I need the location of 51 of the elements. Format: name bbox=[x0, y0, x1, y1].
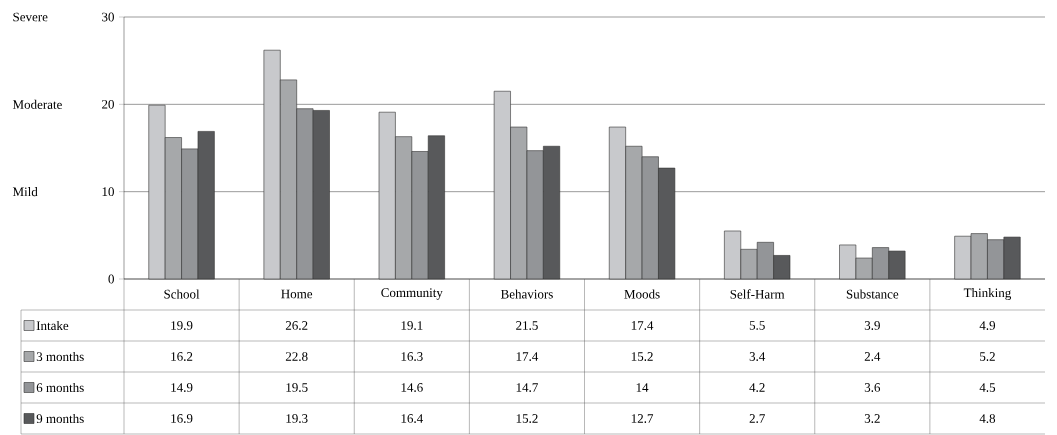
data-label: 22.8 bbox=[285, 352, 308, 361]
data-label: 3.2 bbox=[864, 414, 880, 423]
x-tick-label: Moods bbox=[624, 289, 660, 299]
data-label: 19.1 bbox=[401, 321, 423, 330]
data-label: 19.5 bbox=[286, 383, 308, 392]
text: Mild bbox=[12, 187, 38, 197]
y-tick-label: 0 bbox=[108, 274, 114, 284]
data-label: 26.2 bbox=[285, 321, 308, 330]
y-tick-label: 20 bbox=[102, 99, 114, 109]
data-label: 4.8 bbox=[979, 414, 996, 423]
data-label: 16.9 bbox=[171, 414, 193, 423]
data-label: 15.2 bbox=[631, 352, 653, 361]
y-tick-label: 30 bbox=[102, 12, 114, 22]
legend-label: 3 months bbox=[36, 351, 84, 362]
data-label: 5.2 bbox=[980, 352, 995, 361]
data-label: 3.9 bbox=[864, 321, 880, 330]
data-label: 4.9 bbox=[979, 321, 996, 330]
data-label: 4.5 bbox=[979, 383, 996, 392]
x-tick-label: Substance bbox=[846, 289, 899, 299]
data-label: 14.9 bbox=[171, 383, 193, 392]
data-label: 3.4 bbox=[749, 352, 766, 361]
data-label: 19.9 bbox=[171, 321, 193, 330]
data-label: 2.4 bbox=[864, 352, 881, 361]
data-label: 17.4 bbox=[516, 352, 539, 361]
y-tick-label: 10 bbox=[102, 187, 114, 197]
text: Moderate bbox=[12, 99, 62, 109]
legend-label: 9 months bbox=[36, 413, 84, 424]
legend-label: Intake bbox=[36, 320, 69, 331]
data-label: 5.5 bbox=[749, 321, 765, 330]
data-label: 12.7 bbox=[631, 414, 654, 423]
data-label: 16.3 bbox=[401, 352, 423, 361]
data-label: 14.6 bbox=[401, 383, 423, 392]
data-label: 14.7 bbox=[516, 383, 538, 392]
data-label: 16.4 bbox=[401, 414, 423, 423]
data-label: 15.2 bbox=[516, 414, 538, 423]
data-label: 19.3 bbox=[286, 414, 308, 423]
text: Severe bbox=[13, 12, 48, 22]
x-tick-label: Thinking bbox=[963, 288, 1012, 300]
data-label: 16.2 bbox=[171, 352, 193, 361]
x-tick-label: Community bbox=[381, 288, 443, 300]
x-tick-label: Home bbox=[281, 289, 313, 299]
data-label: 17.4 bbox=[631, 321, 654, 330]
data-label: 21.5 bbox=[516, 321, 538, 330]
legend-label: 6 months bbox=[36, 382, 84, 393]
x-tick-label: Self-Harm bbox=[730, 289, 785, 299]
x-tick-label: School bbox=[164, 289, 200, 299]
data-label: 2.7 bbox=[749, 414, 765, 423]
x-tick-label: Behaviors bbox=[500, 289, 553, 299]
data-label: 3.6 bbox=[864, 383, 881, 392]
data-label: 4.2 bbox=[749, 383, 765, 392]
data-label: 14 bbox=[636, 383, 649, 392]
